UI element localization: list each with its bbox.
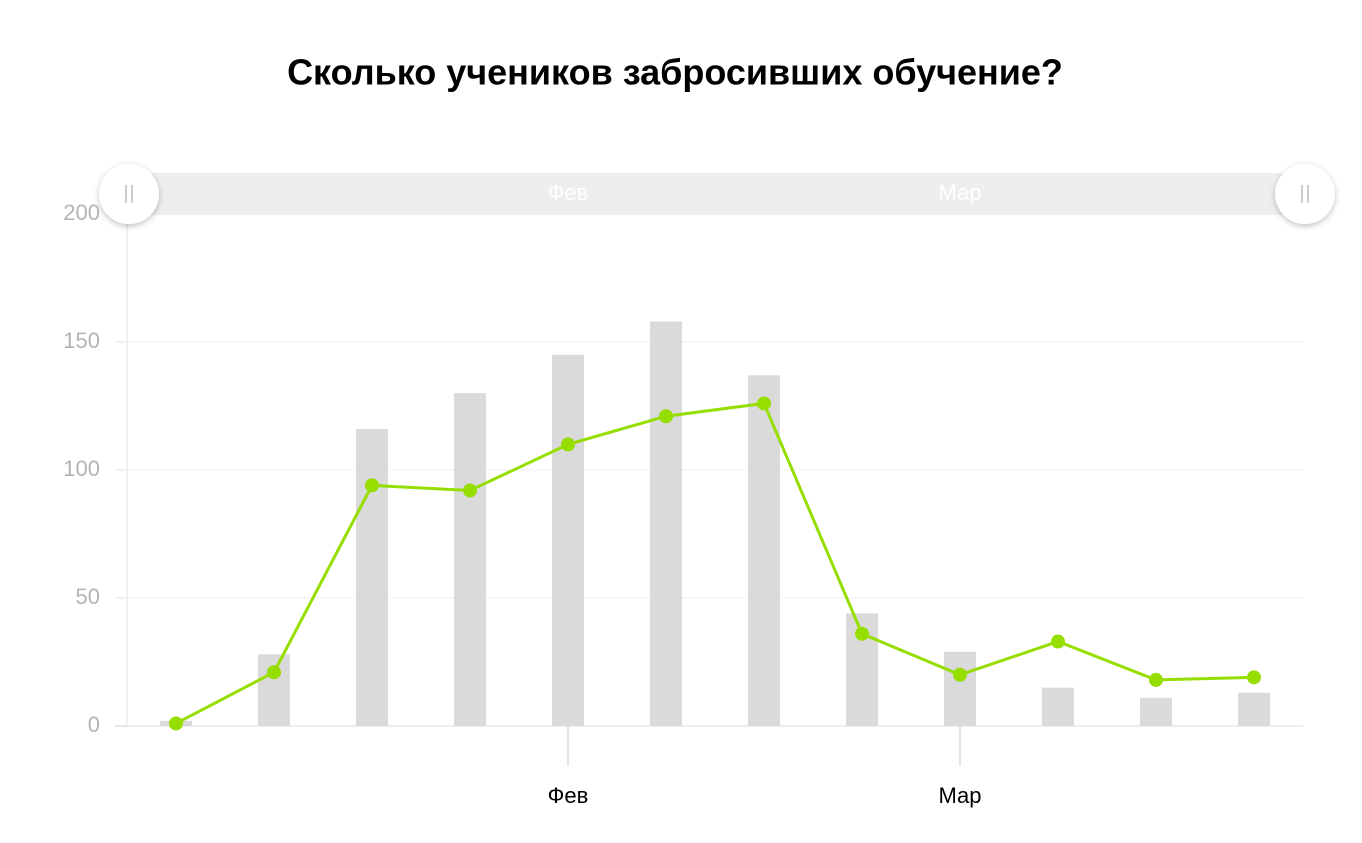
line xyxy=(175,401,1255,725)
point xyxy=(463,483,477,498)
bar xyxy=(1042,687,1074,726)
y-tick-label: 0 xyxy=(88,712,100,737)
point xyxy=(953,667,967,682)
bar xyxy=(650,321,682,726)
bar xyxy=(1140,697,1172,726)
bar xyxy=(258,654,290,726)
navigator[interactable] xyxy=(128,173,1305,215)
handle[interactable] xyxy=(1275,164,1335,224)
y-tick-label: 200 xyxy=(63,200,100,225)
x-tick-label: Мар xyxy=(938,783,981,808)
point xyxy=(659,409,673,424)
bar xyxy=(1238,692,1270,726)
point xyxy=(169,716,183,731)
handle[interactable] xyxy=(99,164,159,224)
point xyxy=(757,396,771,411)
navigator-label: Мар xyxy=(938,180,981,205)
navigator-handle[interactable] xyxy=(99,164,159,224)
navigator-labels: Фев Мар xyxy=(548,180,982,205)
navigator-handle[interactable] xyxy=(1275,164,1335,224)
chart-title: Сколько учеников забросивших обучение? xyxy=(287,52,1063,93)
bar xyxy=(552,354,584,726)
y-tick-label: 100 xyxy=(63,456,100,481)
navigator-label: Фев xyxy=(548,180,589,205)
bar xyxy=(454,393,486,726)
bar xyxy=(356,429,388,726)
point xyxy=(1149,672,1163,687)
point xyxy=(365,478,379,493)
point xyxy=(1247,670,1261,685)
x-tick-label: Фев xyxy=(548,783,589,808)
point xyxy=(561,437,575,452)
point xyxy=(1051,634,1065,649)
y-tick-label: 150 xyxy=(63,328,100,353)
bar xyxy=(748,375,780,726)
point xyxy=(267,665,281,680)
point xyxy=(855,626,869,641)
bar xyxy=(944,651,976,726)
y-tick-label: 50 xyxy=(76,584,100,609)
